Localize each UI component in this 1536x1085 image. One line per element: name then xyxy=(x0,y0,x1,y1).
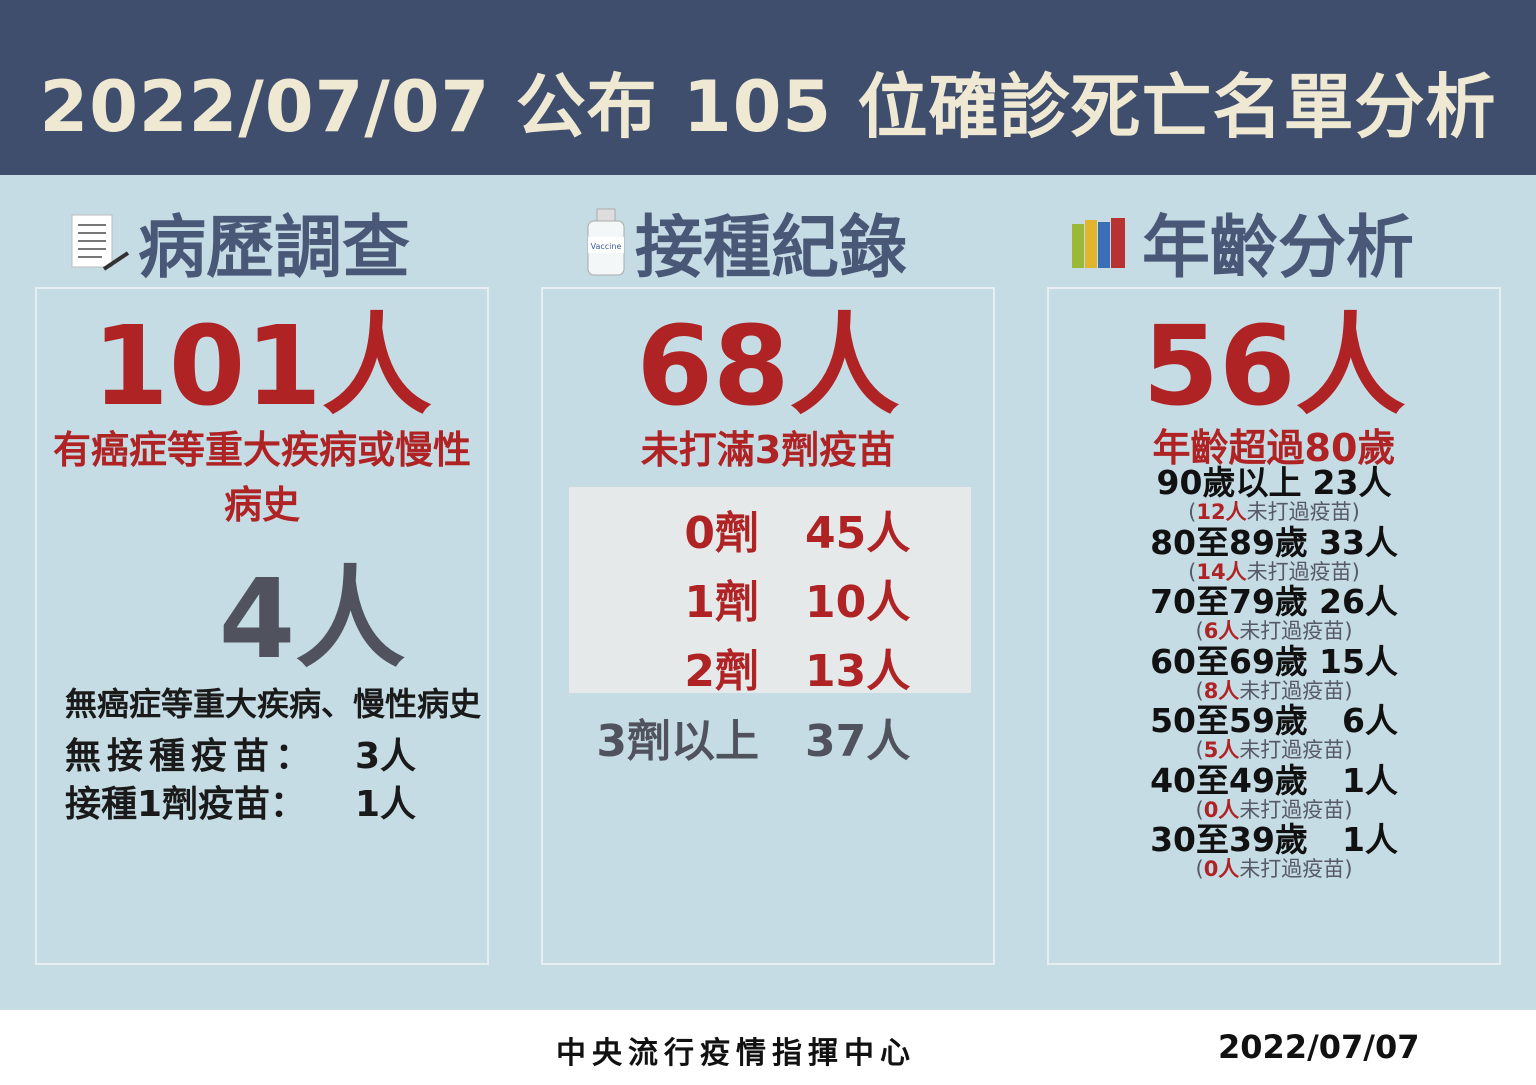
footer-org: 中央流行疫情指揮中心 xyxy=(556,1036,916,1071)
dose-value: 45人 xyxy=(805,508,911,559)
one-dose-label: 接種1劑疫苗： xyxy=(65,784,307,825)
vaccine-bottle-icon: Vaccine xyxy=(587,208,625,275)
unvaccinated-note: 未打過疫苗 xyxy=(1246,500,1352,524)
vaccine-heading: Vaccine 接種紀錄 xyxy=(585,192,907,291)
vaccine-count: 68人 xyxy=(636,302,900,430)
age-value: 1人 xyxy=(1341,760,1398,800)
age-value: 15人 xyxy=(1318,641,1398,681)
unvaccinated-note: 未打過疫苗 xyxy=(1239,738,1345,762)
age-value: 23人 xyxy=(1312,463,1392,502)
unvaccinated-count: 6人 xyxy=(1203,619,1240,643)
age-count-label: 年齡超過80歲 xyxy=(1152,426,1396,470)
age-label: 70至79歲 xyxy=(1150,582,1308,621)
age-group: 80至89歲 33人 (14人未打過疫苗) xyxy=(1150,522,1398,584)
unvaccinated-note: 未打過疫苗 xyxy=(1239,678,1345,703)
dose-label: 0劑 xyxy=(684,508,759,559)
age-label: 30至39歲 xyxy=(1150,820,1308,859)
no-vaccine-label: 無接種疫苗： xyxy=(65,736,318,777)
unvaccinated-count: 12人 xyxy=(1196,500,1247,524)
svg-text:Vaccine: Vaccine xyxy=(591,242,622,251)
unvaccinated-note: 未打過疫苗 xyxy=(1239,857,1345,881)
history-panel: 101人 有癌症等重大疾病或慢性病史 4人 無癌症等重大疾病、慢性病史 無接種疫… xyxy=(35,287,489,965)
unvaccinated-count: 14人 xyxy=(1196,559,1247,584)
unvaccinated-note: 未打過疫苗 xyxy=(1246,559,1352,584)
no-history-count: 4人 xyxy=(218,555,406,683)
age-value: 26人 xyxy=(1318,582,1398,621)
history-count-label: 有癌症等重大疾病或慢性病史 xyxy=(52,428,471,527)
header-banner: 2022/07/07 公布 105 位確診死亡名單分析 xyxy=(0,0,1536,175)
document-pen-icon xyxy=(71,214,130,271)
age-value: 33人 xyxy=(1318,522,1398,562)
one-dose-value: 1人 xyxy=(355,784,417,825)
dose-label: 3劑以上 xyxy=(596,716,759,767)
no-vaccine-value: 3人 xyxy=(355,736,417,777)
age-group: 30至39歲 1人 (0人未打過疫苗) xyxy=(1150,820,1398,881)
dose-label: 2劑 xyxy=(684,646,759,697)
footer-date: 2022/07/07 xyxy=(1218,1028,1420,1066)
books-icon xyxy=(1072,217,1125,268)
footer: 中央流行疫情指揮中心 2022/07/07 xyxy=(0,1010,1536,1085)
vaccine-count-label: 未打滿3劑疫苗 xyxy=(640,428,896,472)
age-group: 70至79歲 26人 (6人未打過疫苗) xyxy=(1150,582,1398,643)
age-value: 1人 xyxy=(1341,820,1398,859)
unvaccinated-note: 未打過疫苗 xyxy=(1239,797,1345,822)
age-group: 50至59歲 6人 (5人未打過疫苗) xyxy=(1150,701,1398,762)
dose-value: 10人 xyxy=(805,577,911,628)
age-count: 56人 xyxy=(1142,302,1406,430)
age-heading: 年齡分析 xyxy=(1068,192,1414,291)
age-group: 60至69歲 15人 (8人未打過疫苗) xyxy=(1150,641,1398,703)
history-heading: 病歷調查 xyxy=(68,192,410,291)
unvaccinated-count: 0人 xyxy=(1203,797,1240,822)
no-history-label: 無癌症等重大疾病、慢性病史 xyxy=(65,685,482,723)
age-value: 6人 xyxy=(1341,701,1398,740)
age-label: 90歲以上 xyxy=(1156,463,1302,502)
unvaccinated-count: 5人 xyxy=(1203,738,1240,762)
age-label: 80至89歲 xyxy=(1150,522,1308,562)
age-group: 40至49歲 1人 (0人未打過疫苗) xyxy=(1150,760,1398,822)
dose-value: 13人 xyxy=(805,646,911,697)
age-panel: 56人 年齡超過80歲 90歲以上 23人 (12人未打過疫苗) 80至89歲 33人(… xyxy=(1047,287,1501,965)
age-label: 60至69歲 xyxy=(1150,641,1308,681)
page-title: 2022/07/07 公布 105 位確診死亡名單分析 xyxy=(39,66,1497,148)
dose-label: 1劑 xyxy=(684,577,759,628)
vaccine-panel: 68人 未打滿3劑疫苗 0劑 45人 1劑 10人 2劑 13人 3劑以上 37… xyxy=(541,287,995,965)
unvaccinated-note: 未打過疫苗 xyxy=(1239,619,1345,643)
dose-box xyxy=(569,487,971,693)
dose-value: 37人 xyxy=(805,716,911,767)
age-label: 50至59歲 xyxy=(1150,701,1308,740)
unvaccinated-count: 8人 xyxy=(1203,678,1240,703)
unvaccinated-count: 0人 xyxy=(1203,857,1240,881)
history-count: 101人 xyxy=(92,302,432,430)
age-label: 40至49歲 xyxy=(1150,760,1308,800)
age-group: 90歲以上 23人 (12人未打過疫苗) xyxy=(1156,463,1392,524)
